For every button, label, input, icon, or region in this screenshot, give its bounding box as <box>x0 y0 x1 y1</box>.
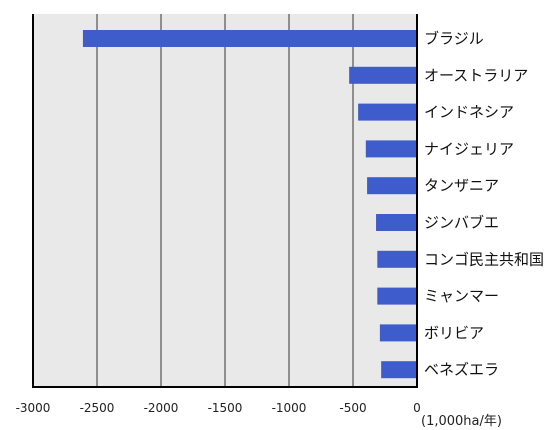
category-label: インドネシア <box>424 103 514 121</box>
x-tick-labels: -3000 -2500 -2000 -1500 -1000 -500 0 <box>16 401 421 415</box>
category-label: ブラジル <box>424 30 484 48</box>
x-tick-label: -3000 <box>16 401 51 415</box>
gridlines <box>96 14 354 387</box>
bar <box>365 140 417 158</box>
bar <box>376 214 417 231</box>
category-label: ボリビア <box>424 324 484 342</box>
category-label: コンゴ民主共和国 <box>424 250 544 268</box>
bar <box>379 324 417 342</box>
category-label: ミャンマー <box>424 287 499 305</box>
x-tick-label: -2000 <box>144 401 179 415</box>
x-tick-label: -2500 <box>80 401 115 415</box>
unit-label: (1,000ha/年) <box>421 414 502 429</box>
category-label: ベネズエラ <box>424 361 499 379</box>
category-labels: ブラジルオーストラリアインドネシアナイジェリアタンザニアジンバブエコンゴ民主共和… <box>424 30 544 379</box>
bar <box>377 250 417 268</box>
category-label: ナイジェリア <box>424 140 514 158</box>
x-tick-label: -1000 <box>272 401 307 415</box>
category-label: オーストラリア <box>424 66 528 84</box>
bar <box>82 30 418 47</box>
category-label: タンザニア <box>424 177 499 195</box>
bar <box>367 177 417 195</box>
x-tick-label: -1500 <box>208 401 243 415</box>
bar <box>381 361 417 379</box>
bar <box>377 287 417 305</box>
category-label: ジンバブエ <box>424 214 499 232</box>
x-tick-label: 0 <box>413 401 421 415</box>
bars <box>82 30 418 379</box>
bar <box>349 66 417 84</box>
bar <box>358 103 417 121</box>
x-tick-label: -500 <box>339 401 366 415</box>
